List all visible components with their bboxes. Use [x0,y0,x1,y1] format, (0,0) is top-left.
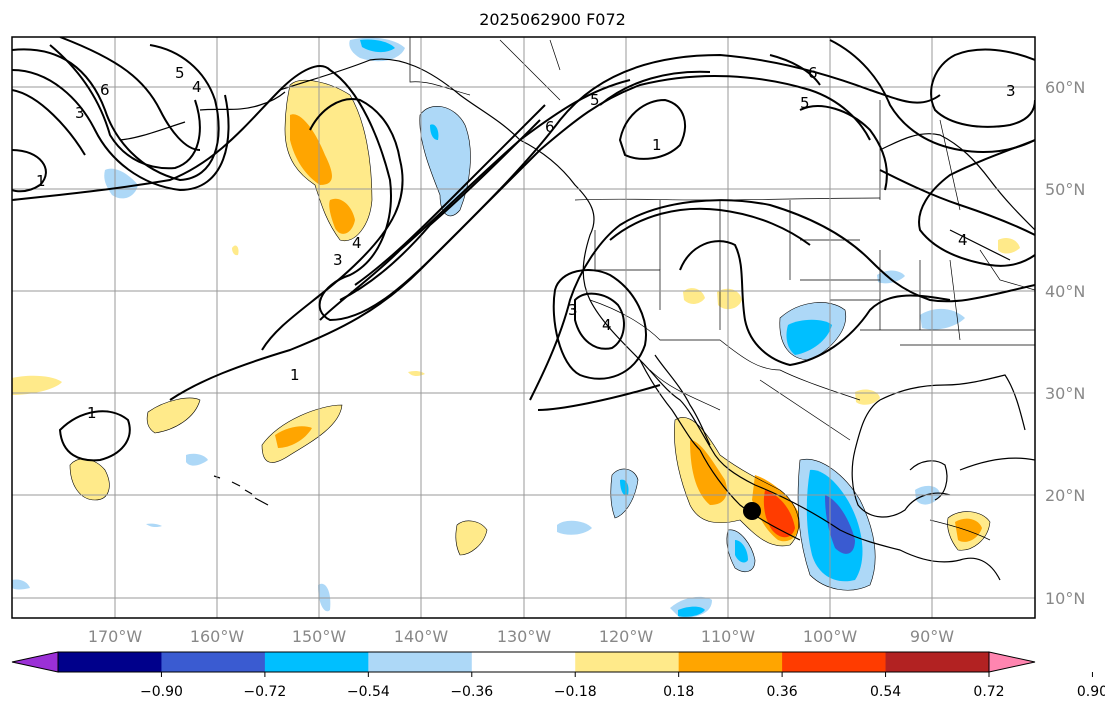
contour-label: 6 [545,118,555,136]
contour-label: 1 [87,404,97,422]
storm-center-dot [743,502,761,520]
contour-label: 6 [808,64,818,82]
colorbar-cell [575,652,680,672]
colorbar-cell [161,652,266,672]
map-border [11,36,1036,619]
anomaly-outlines [69,79,991,591]
lat-label: 60°N [1045,78,1085,97]
colorbar-label: 0.72 [973,684,1004,700]
colorbar-label: −0.54 [347,684,390,700]
contour-label: 4 [602,316,612,334]
lon-label: 90°W [910,627,954,646]
contour-label: 6 [100,81,110,99]
colorbar-cell [885,652,990,672]
lon-label: 120°W [599,627,654,646]
lon-label: 130°W [497,627,552,646]
colorbar-label: −0.36 [450,684,493,700]
lat-label: 50°N [1045,180,1085,199]
contour-label: 4 [192,78,202,96]
colorbar: −0.90 −0.72 −0.54 −0.36 −0.18 0.18 0.36 0.54 0.7… [11,651,1105,700]
coastlines [119,58,1035,581]
colorbar-cell [678,652,783,672]
latitude-labels: 60°N 50°N 40°N 30°N 20°N 10°N [1045,78,1085,608]
colorbar-label: 0.18 [663,684,694,700]
colorbar-label: 0.36 [767,684,798,700]
colorbar-cell [471,652,576,672]
contour-label: 3 [333,251,343,269]
contour-label: 3 [1006,82,1016,100]
lat-label: 20°N [1045,486,1085,505]
contour-label: 1 [36,172,46,190]
map-title: 2025062900 F072 [479,10,626,29]
contour-labels: 6 3 5 4 1 6 5 1 6 5 4 3 3 4 4 3 1 1 [36,64,1016,422]
contour-label: 3 [568,301,578,319]
colorbar-extend-low [12,652,58,672]
colorbar-cell [58,652,162,672]
lon-label: 140°W [394,627,449,646]
contour-label: 4 [958,231,968,249]
lon-label: 160°W [190,627,245,646]
colorbar-label: 0.90 [1077,684,1105,700]
lon-label: 170°W [88,627,143,646]
contour-label: 5 [175,64,185,82]
colorbar-label: 0.54 [870,684,901,700]
colorbar-cell [368,652,473,672]
colorbar-cell [264,652,369,672]
height-contours [12,37,1035,462]
colorbar-label: −0.90 [140,684,183,700]
contour-label: 1 [290,366,300,384]
lat-label: 40°N [1045,282,1085,301]
contour-label: 3 [75,104,85,122]
colorbar-extend-high [989,652,1035,672]
colorbar-label: −0.18 [554,684,597,700]
lon-label: 150°W [292,627,347,646]
contour-label: 5 [800,94,810,112]
contour-label: 4 [352,234,362,252]
lon-label: 100°W [803,627,858,646]
contour-label: 1 [652,136,662,154]
lat-label: 30°N [1045,384,1085,403]
colorbar-cell [782,652,887,672]
colorbar-label: −0.72 [243,684,286,700]
longitude-labels: 170°W 160°W 150°W 140°W 130°W 120°W 110°… [88,627,954,646]
contour-label: 5 [590,91,600,109]
lat-label: 10°N [1045,589,1085,608]
lon-label: 110°W [701,627,756,646]
